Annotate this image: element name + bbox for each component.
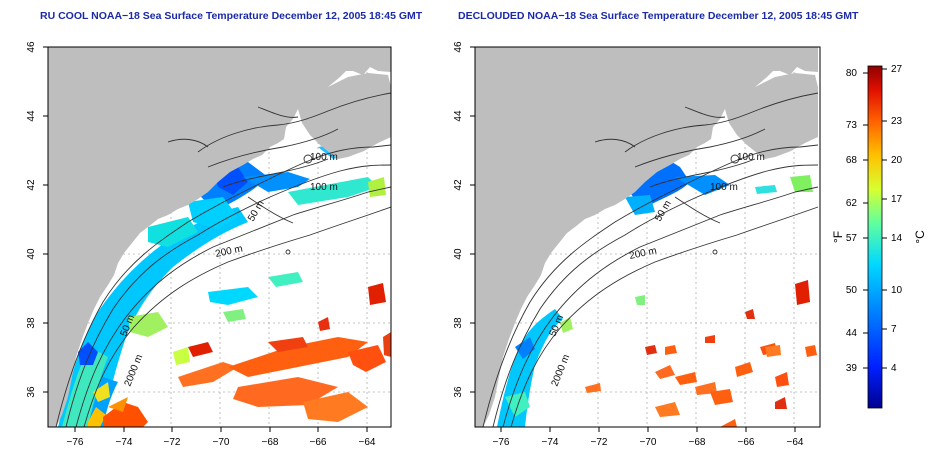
c-tick-7: 7: [891, 324, 897, 335]
lon-tick-right-64: −64: [787, 437, 804, 448]
lon-tick-left-76: −76: [67, 437, 84, 448]
f-tick-68: 68: [846, 155, 858, 166]
right-lat-axis: 36 38 40 42 44 46: [453, 41, 475, 398]
left-map: 100 m 100 m 50 m 200 m 50 m 2000 m: [47, 46, 392, 428]
contour-label-100m-b: 100 m: [310, 182, 338, 193]
contour-label-100m-a: 100 m: [310, 152, 338, 163]
lat-tick-right-40: 40: [453, 248, 464, 260]
lon-tick-right-70: −70: [640, 437, 657, 448]
lat-tick-right-44: 44: [453, 110, 464, 122]
contour-label-100m-a-r: 100 m: [737, 152, 765, 163]
c-tick-4: 4: [891, 363, 897, 374]
f-tick-80: 80: [846, 68, 858, 79]
lon-tick-left-64: −64: [359, 437, 376, 448]
f-tick-62: 62: [846, 198, 858, 209]
lon-tick-left-72: −72: [164, 437, 181, 448]
lat-tick-right-38: 38: [453, 317, 464, 329]
lon-tick-right-66: −66: [738, 437, 755, 448]
panel-title-left: RU COOL NOAA−18 Sea Surface Temperature …: [40, 10, 423, 22]
colorbar: 80 73 68 62 57 50 44 39 27 23 20 17 14 1…: [831, 64, 927, 409]
lat-tick-left-42: 42: [26, 179, 37, 191]
lat-tick-left-40: 40: [26, 248, 37, 260]
lat-tick-right-46: 46: [453, 41, 464, 53]
lon-tick-left-68: −68: [262, 437, 279, 448]
c-tick-17: 17: [891, 194, 903, 205]
lon-tick-right-74: −74: [542, 437, 559, 448]
c-tick-27: 27: [891, 64, 903, 75]
right-map: 100 m 100 m 50 m 200 m 50 m 2000 m: [474, 46, 821, 428]
celsius-label: °C: [913, 230, 927, 244]
lon-tick-right-72: −72: [591, 437, 608, 448]
f-tick-50: 50: [846, 285, 858, 296]
c-tick-20: 20: [891, 155, 903, 166]
lat-tick-left-44: 44: [26, 110, 37, 122]
f-tick-73: 73: [846, 120, 858, 131]
left-lat-axis: 36 38 40 42 44 46: [26, 41, 48, 398]
f-tick-39: 39: [846, 363, 858, 374]
lon-tick-left-74: −74: [116, 437, 133, 448]
f-tick-44: 44: [846, 328, 858, 339]
c-tick-14: 14: [891, 233, 903, 244]
lon-tick-right-76: −76: [493, 437, 510, 448]
lat-tick-left-46: 46: [26, 41, 37, 53]
c-tick-23: 23: [891, 116, 903, 127]
lat-tick-right-42: 42: [453, 179, 464, 191]
panel-title-right: DECLOUDED NOAA−18 Sea Surface Temperatur…: [458, 10, 859, 22]
fahrenheit-label: °F: [831, 231, 845, 243]
lon-tick-right-68: −68: [689, 437, 706, 448]
left-frame: [47, 46, 392, 428]
right-lon-axis: −76 −74 −72 −70 −68 −66 −64: [493, 427, 804, 448]
colorbar-gradient: [867, 65, 883, 409]
lat-tick-left-36: 36: [26, 386, 37, 398]
lat-tick-right-36: 36: [453, 386, 464, 398]
lon-tick-left-70: −70: [213, 437, 230, 448]
c-tick-10: 10: [891, 285, 903, 296]
left-lon-axis: −76 −74 −72 −70 −68 −66 −64: [67, 427, 376, 448]
f-tick-57: 57: [846, 233, 858, 244]
lon-tick-left-66: −66: [310, 437, 327, 448]
lat-tick-left-38: 38: [26, 317, 37, 329]
contour-label-100m-b-r: 100 m: [710, 182, 738, 193]
